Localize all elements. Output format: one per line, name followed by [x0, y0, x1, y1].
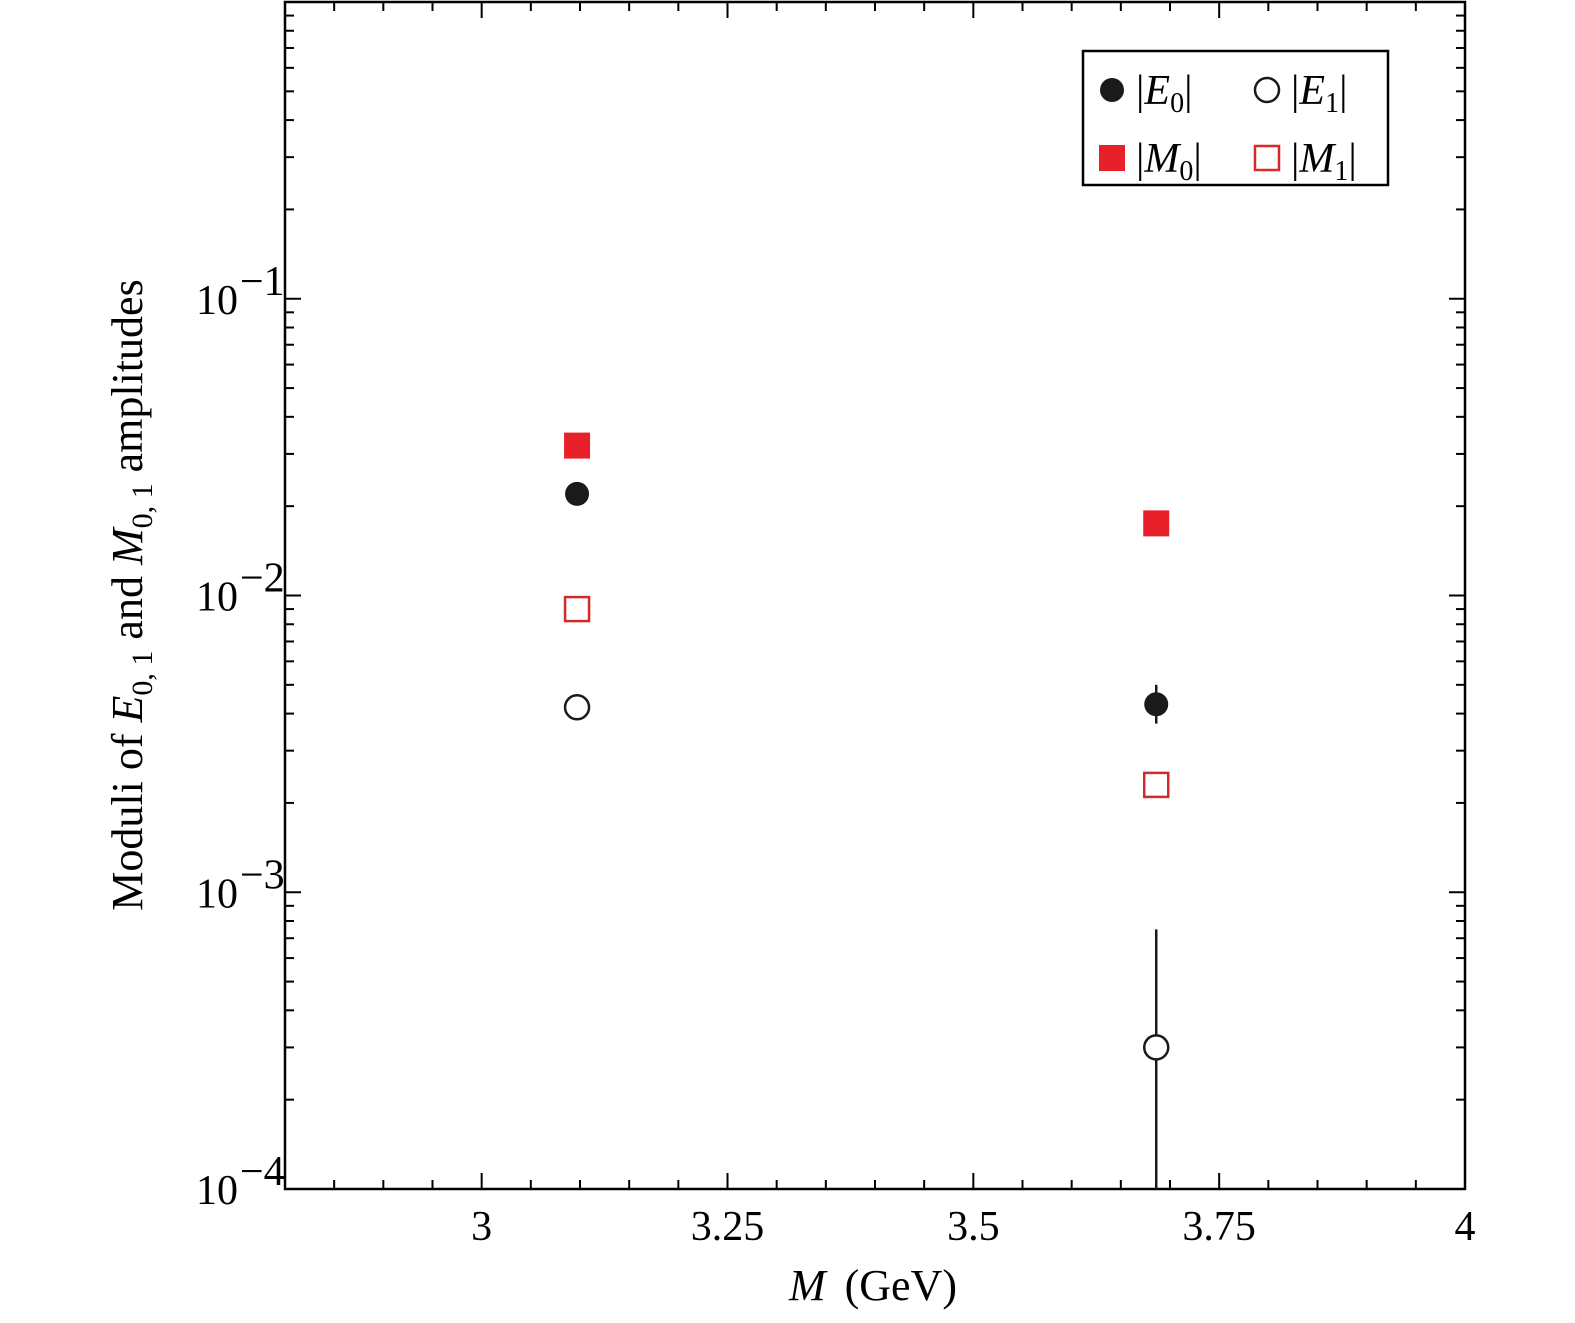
y-tick-exponent: −3 — [240, 852, 285, 898]
legend-marker-e0 — [1100, 78, 1124, 102]
y-axis-title-part: M — [103, 526, 152, 566]
x-axis-title: M (GeV) — [788, 1261, 957, 1310]
legend-label-part: | — [1291, 136, 1299, 182]
data-points — [563, 432, 1170, 1189]
plot-frame — [283, 0, 1467, 1191]
y-axis-title-part: 0, 1 — [126, 651, 159, 696]
data-point-e1 — [1142, 1034, 1170, 1061]
legend-marker-m1 — [1253, 144, 1281, 172]
y-axis-title-part: 0, 1 — [126, 483, 159, 528]
legend-label: |M1| — [1291, 136, 1357, 187]
legend-marker-e1 — [1253, 76, 1281, 104]
data-point-m0 — [564, 432, 591, 459]
y-axis-title-text: Moduli of E0, 1 and M0, 1 amplitudes — [103, 279, 159, 910]
data-point-e1 — [563, 694, 591, 721]
legend-label-part: | — [1184, 68, 1192, 114]
data-point-m1 — [563, 595, 591, 623]
y-tick-exponent: −2 — [240, 556, 285, 602]
legend-label-part: | — [1348, 136, 1356, 182]
data-point-m1 — [1142, 771, 1170, 799]
y-tick-label: 10 — [196, 575, 238, 621]
legend: |E0| |E1||M0| |M1| — [1081, 49, 1390, 187]
legend-label-part: | — [1193, 136, 1201, 182]
legend-label-part: M — [1298, 136, 1336, 182]
y-tick-exponent: −1 — [240, 259, 285, 305]
legend-box — [1081, 49, 1390, 187]
x-tick-label: 3.5 — [947, 1204, 1000, 1250]
x-tick-label: 4 — [1455, 1204, 1476, 1250]
data-point-m0 — [1143, 510, 1170, 537]
x-tick-label: 3 — [471, 1204, 492, 1250]
x-tick-label: 3.75 — [1182, 1204, 1256, 1250]
legend-label-part: E — [1143, 68, 1170, 114]
legend-label-part: 0 — [1179, 156, 1193, 187]
legend-label: |E1| — [1291, 68, 1348, 119]
y-tick-label: 10 — [196, 871, 238, 917]
y-tick-label: 10 — [196, 1168, 238, 1214]
legend-label-part: | — [1339, 68, 1347, 114]
legend-marker-m0 — [1099, 145, 1125, 171]
data-point-e0 — [1144, 692, 1169, 717]
y-axis-title-part: amplitudes — [103, 279, 152, 483]
legend-label-part: M — [1143, 136, 1181, 182]
y-axis-title-part: and — [103, 565, 152, 651]
legend-label-part: 1 — [1334, 156, 1348, 187]
legend-label: |M0| — [1136, 136, 1202, 187]
y-axis-title-part: Moduli of — [103, 722, 152, 910]
legend-label-part: 1 — [1325, 88, 1339, 119]
legend-label-part: | — [1136, 136, 1144, 182]
y-axis-title: Moduli of E0, 1 and M0, 1 amplitudes — [103, 279, 159, 910]
legend-label-part: 0 — [1170, 88, 1184, 119]
y-tick-exponent: −4 — [240, 1149, 285, 1195]
x-tick-label: 3.25 — [691, 1204, 765, 1250]
legend-label: |E0| — [1136, 68, 1193, 119]
y-tick-label: 10 — [196, 278, 238, 324]
y-axis-title-part: E — [103, 695, 152, 723]
data-point-e0 — [565, 481, 590, 506]
legend-label-part: E — [1298, 68, 1325, 114]
tick-labels: 3 3.25 3.5 3.75 410−410−310−210−1 — [196, 259, 1476, 1250]
legend-label-part: | — [1136, 68, 1144, 114]
legend-label-part: | — [1291, 68, 1299, 114]
